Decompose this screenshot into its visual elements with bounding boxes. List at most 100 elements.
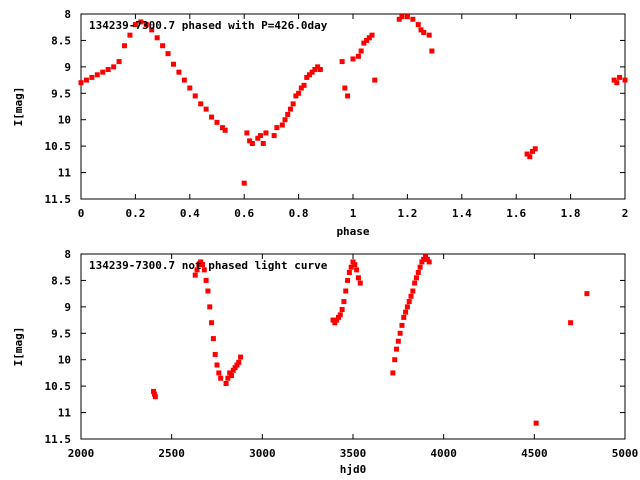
x-tick-label: 0.2 <box>125 207 145 220</box>
data-point <box>369 32 375 38</box>
x-axis-title: hjd0 <box>340 463 367 476</box>
data-point <box>244 130 250 136</box>
data-point <box>355 53 361 59</box>
data-point <box>622 77 628 83</box>
data-point <box>413 275 419 281</box>
data-point <box>78 80 84 86</box>
y-tick-label: 10.5 <box>45 380 72 393</box>
data-point <box>198 259 204 265</box>
y-tick-label: 8.5 <box>51 34 71 47</box>
data-point <box>138 19 144 25</box>
y-tick-label: 11 <box>58 167 72 180</box>
data-point <box>364 37 370 43</box>
data-point <box>187 85 193 91</box>
data-point <box>330 317 336 323</box>
data-point <box>334 317 340 323</box>
data-point <box>335 314 341 320</box>
data-point <box>345 93 351 99</box>
data-point <box>429 48 435 54</box>
data-point <box>317 67 323 72</box>
data-point <box>532 146 538 152</box>
data-point <box>301 82 307 88</box>
data-point <box>170 61 176 67</box>
y-tick-label: 9 <box>64 301 71 314</box>
data-point <box>282 117 288 123</box>
data-point <box>296 90 302 96</box>
data-point <box>404 304 410 310</box>
data-point <box>410 288 416 294</box>
data-point <box>395 338 401 344</box>
data-point <box>426 32 432 38</box>
data-point <box>404 14 410 20</box>
data-point <box>533 420 539 426</box>
y-axis-ticks: 8 8.5 9 9.5 10 10.5 11 11.5 <box>45 248 625 446</box>
y-tick-label: 9.5 <box>51 87 71 100</box>
data-point <box>412 280 418 286</box>
data-point <box>122 43 128 49</box>
data-point <box>209 320 215 326</box>
data-point <box>410 16 416 22</box>
data-point <box>312 67 318 72</box>
data-point <box>390 370 396 376</box>
x-axis-ticks: 0 0.2 0.4 0.6 0.8 1 1.2 1.4 1.6 1.8 2 <box>78 14 628 220</box>
data-point <box>203 277 209 283</box>
y-axis-title: I[mag] <box>12 327 25 367</box>
data-point <box>199 262 205 268</box>
data-point <box>111 64 117 70</box>
x-tick-label: 0.8 <box>289 207 309 220</box>
data-point <box>332 320 338 326</box>
data-point <box>354 267 360 273</box>
data-point <box>105 67 111 72</box>
data-point <box>100 69 106 75</box>
x-tick-label: 3000 <box>249 447 276 460</box>
data-point <box>358 48 364 54</box>
data-point <box>350 56 356 62</box>
data-point <box>258 133 264 139</box>
data-point <box>223 381 229 386</box>
chart-title: 134239-7300.7 not phased light curve <box>89 259 328 272</box>
data-point <box>568 320 574 326</box>
x-axis-ticks: 2000 2500 3000 3500 4000 4500 5000 <box>68 254 638 460</box>
data-point <box>247 138 253 144</box>
data-point <box>372 77 378 83</box>
y-tick-label: 11.5 <box>45 193 72 206</box>
x-tick-label: 0.6 <box>234 207 254 220</box>
y-axis-title: I[mag] <box>12 87 25 127</box>
data-point <box>304 74 310 80</box>
data-point <box>127 32 133 38</box>
x-tick-label: 2500 <box>158 447 185 460</box>
data-point <box>298 85 304 91</box>
data-point <box>214 362 220 368</box>
data-point <box>198 101 204 107</box>
chart-title: 134239-7300.7 phased with P=426.0day <box>89 19 328 32</box>
data-point <box>361 40 367 46</box>
data-point <box>415 270 421 275</box>
x-tick-label: 1.2 <box>397 207 417 220</box>
data-point <box>394 346 400 352</box>
x-axis-title: phase <box>336 225 369 238</box>
y-axis-ticks: 8 8.5 9 9.5 10 10.5 11 11.5 <box>45 8 625 206</box>
x-tick-label: 0.4 <box>180 207 200 220</box>
data-point <box>222 127 228 133</box>
data-point <box>181 77 187 83</box>
y-tick-label: 8 <box>64 248 71 261</box>
data-point <box>355 275 361 281</box>
data-point <box>241 180 247 186</box>
data-point <box>357 280 363 286</box>
data-point <box>397 330 403 336</box>
y-tick-label: 9 <box>64 61 71 74</box>
data-point <box>524 151 530 157</box>
data-points <box>151 254 590 426</box>
data-point <box>89 74 95 80</box>
x-tick-label: 4500 <box>521 447 548 460</box>
x-tick-label: 1.8 <box>561 207 581 220</box>
data-point <box>279 122 285 128</box>
data-point <box>315 64 321 70</box>
data-point <box>348 264 354 270</box>
data-points <box>78 14 628 186</box>
data-point <box>345 277 351 283</box>
data-point <box>260 141 266 146</box>
data-point <box>424 256 430 262</box>
data-point <box>421 256 427 262</box>
